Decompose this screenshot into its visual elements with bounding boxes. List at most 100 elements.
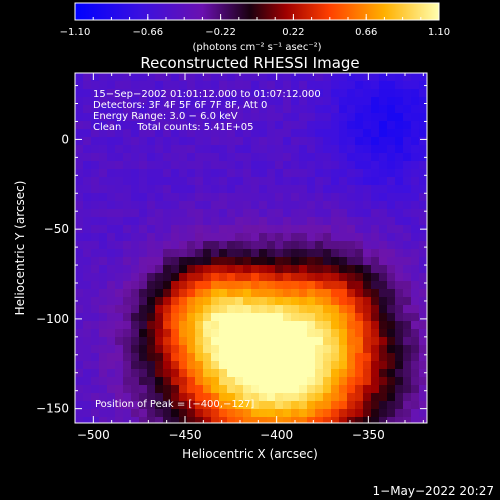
heatmap-cell (75, 105, 83, 113)
heatmap-cell (179, 249, 187, 257)
heatmap-cell (171, 289, 179, 297)
heatmap-cell (403, 193, 411, 201)
heatmap-cell (339, 337, 347, 345)
heatmap-cell (387, 113, 395, 121)
heatmap-cell (259, 81, 267, 89)
heatmap-cell (219, 361, 227, 369)
heatmap-cell (403, 409, 411, 417)
heatmap-cell (243, 161, 251, 169)
heatmap-cell (387, 121, 395, 129)
heatmap-cell (339, 121, 347, 129)
heatmap-cell (139, 185, 147, 193)
heatmap-cell (131, 369, 139, 377)
heatmap-cell (219, 177, 227, 185)
heatmap-cell (395, 345, 403, 353)
heatmap-cell (203, 281, 211, 289)
heatmap-cell (267, 153, 275, 161)
heatmap-cell (395, 121, 403, 129)
heatmap-cell (195, 145, 203, 153)
heatmap-cell (275, 337, 283, 345)
heatmap-cell (283, 321, 291, 329)
heatmap-cell (387, 73, 395, 81)
heatmap-cell (323, 113, 331, 121)
heatmap-cell (291, 305, 299, 313)
heatmap-cell (131, 241, 139, 249)
heatmap-cell (323, 241, 331, 249)
heatmap-cell (395, 209, 403, 217)
heatmap-cell (99, 73, 107, 81)
heatmap-cell (187, 105, 195, 113)
heatmap-cell (251, 337, 259, 345)
heatmap-cell (283, 393, 291, 401)
heatmap-cell (155, 377, 163, 385)
heatmap-cell (235, 313, 243, 321)
heatmap-cell (387, 289, 395, 297)
heatmap-cell (299, 129, 307, 137)
heatmap-cell (115, 169, 123, 177)
heatmap-cell (187, 145, 195, 153)
heatmap-cell (99, 273, 107, 281)
heatmap-cell (243, 97, 251, 105)
heatmap-cell (243, 281, 251, 289)
heatmap-cell (315, 217, 323, 225)
heatmap-cell (299, 145, 307, 153)
heatmap-cell (123, 361, 131, 369)
heatmap-cell (403, 177, 411, 185)
heatmap-cell (267, 97, 275, 105)
heatmap-cell (131, 137, 139, 145)
heatmap-cell (299, 169, 307, 177)
heatmap-cell (299, 321, 307, 329)
heatmap-cell (91, 177, 99, 185)
heatmap-cell (331, 273, 339, 281)
heatmap-cell (75, 385, 83, 393)
heatmap-cell (99, 113, 107, 121)
heatmap-cell (123, 73, 131, 81)
heatmap-cell (419, 177, 427, 185)
heatmap-cell (243, 241, 251, 249)
heatmap-cell (363, 265, 371, 273)
heatmap-cell (91, 361, 99, 369)
heatmap-cell (131, 313, 139, 321)
heatmap-cell (387, 201, 395, 209)
heatmap-cell (259, 417, 267, 423)
heatmap-cell (139, 401, 147, 409)
heatmap-cell (171, 297, 179, 305)
heatmap-cell (139, 369, 147, 377)
heatmap-cell (107, 153, 115, 161)
heatmap-cell (107, 129, 115, 137)
heatmap-cell (411, 185, 419, 193)
heatmap-cell (131, 113, 139, 121)
heatmap-cell (115, 97, 123, 105)
heatmap-cell (195, 161, 203, 169)
heatmap-cell (299, 417, 307, 423)
heatmap-cell (411, 345, 419, 353)
x-axis-label: Heliocentric X (arcsec) (182, 447, 318, 461)
heatmap-cell (187, 185, 195, 193)
heatmap-cell (163, 105, 171, 113)
heatmap-cell (299, 225, 307, 233)
heatmap-cell (307, 217, 315, 225)
heatmap-cell (395, 289, 403, 297)
heatmap-cell (131, 329, 139, 337)
heatmap-cell (395, 81, 403, 89)
heatmap-cell (299, 369, 307, 377)
heatmap-cell (395, 393, 403, 401)
heatmap-cell (251, 385, 259, 393)
heatmap-cell (411, 249, 419, 257)
heatmap-cell (307, 201, 315, 209)
heatmap-cell (139, 241, 147, 249)
heatmap-cell (339, 321, 347, 329)
heatmap-cell (267, 241, 275, 249)
heatmap-cell (235, 417, 243, 423)
heatmap-cell (267, 137, 275, 145)
heatmap-cell (179, 393, 187, 401)
heatmap-cell (371, 417, 379, 423)
heatmap-cell (83, 177, 91, 185)
heatmap-cell (139, 337, 147, 345)
heatmap-cell (75, 169, 83, 177)
heatmap-cell (275, 273, 283, 281)
heatmap-cell (219, 217, 227, 225)
heatmap-cell (267, 273, 275, 281)
heatmap-cell (403, 89, 411, 97)
heatmap-cell (115, 145, 123, 153)
